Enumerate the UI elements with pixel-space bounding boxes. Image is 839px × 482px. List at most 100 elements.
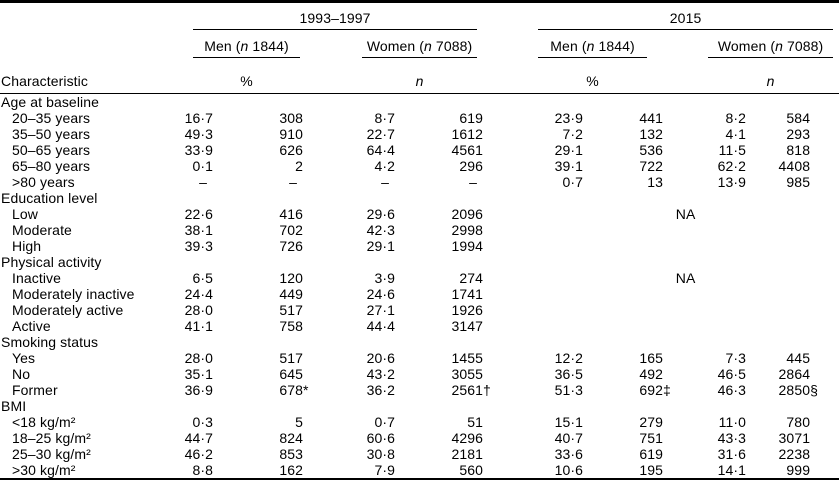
value-cell: 28·0: [184, 302, 213, 318]
value-cell: 4·2: [374, 158, 395, 174]
data-row: Yes 28·0 517 20·6 1455 12·2 165 7·3 445: [0, 350, 839, 366]
characteristic-cell: 20–35 years: [12, 110, 91, 126]
value-cell: 29·1: [366, 238, 395, 254]
value-cell: –: [289, 174, 297, 190]
data-row: Inactive 6·5 120 3·9 274 NA: [0, 270, 839, 286]
value-cell: 441: [639, 110, 664, 126]
characteristic-cell: No: [12, 366, 31, 382]
characteristic-cell: Moderate: [12, 222, 72, 238]
value-cell: 23·9: [554, 110, 584, 126]
value-cell: 33·6: [554, 446, 584, 462]
characteristic-cell: Former: [12, 382, 58, 398]
data-row: 20–35 years 16·7 308 8·7 619 23·9 441 8·2 584: [0, 110, 839, 126]
value-cell: 702: [279, 222, 303, 238]
value-cell: 818: [786, 142, 811, 158]
value-cell: 758: [279, 318, 303, 334]
value-cell: 2561†: [451, 382, 491, 398]
empty-2015-cell: [485, 318, 839, 334]
period-2015-header: 2015: [485, 2, 839, 30]
value-cell: –: [381, 174, 389, 190]
women-1993-header: Women (n 7088): [305, 30, 485, 58]
women-2015-label: Women (n 7088): [708, 38, 834, 58]
section-header: Education level: [1, 190, 98, 206]
value-cell: 46·3: [717, 382, 747, 398]
data-row: >80 years – – – – 0·7 13 13·9 985: [0, 174, 839, 190]
value-cell: 60·6: [366, 430, 395, 446]
value-cell: 27·1: [366, 302, 395, 318]
empty-2015-cell: [485, 222, 839, 238]
value-cell: 449: [279, 286, 303, 302]
value-cell: 692‡: [639, 382, 671, 398]
empty-2015-cell: [485, 238, 839, 254]
value-cell: 64·4: [366, 142, 395, 158]
value-cell: 51: [467, 414, 484, 430]
empty-2015-cell: [485, 286, 839, 302]
na-2015-cell: NA: [485, 270, 839, 286]
characteristic-cell: Low: [12, 206, 38, 222]
value-cell: 5: [295, 414, 303, 430]
characteristic-cell: Active: [12, 318, 51, 334]
value-cell: 22·7: [366, 126, 395, 142]
value-cell: 619: [639, 446, 664, 462]
value-cell: 308: [279, 110, 303, 126]
value-cell: 6·5: [192, 270, 213, 286]
value-cell: 8·7: [374, 110, 395, 126]
value-cell: 1994: [451, 238, 484, 254]
characteristic-cell: <18 kg/m²: [12, 414, 76, 430]
value-cell: 22·6: [184, 206, 213, 222]
value-cell: 999: [748, 462, 839, 480]
value-cell: 824: [279, 430, 303, 446]
value-cell: 39·3: [184, 238, 213, 254]
data-row: High 39·3 726 29·1 1994: [0, 238, 839, 254]
value-cell: 7·3: [725, 350, 747, 366]
value-cell: 517: [279, 350, 303, 366]
men-1993-header: Men (n 1844): [180, 30, 305, 58]
data-row: Moderate 38·1 702 42·3 2998: [0, 222, 839, 238]
men-2015-label: Men (n 1844): [538, 38, 648, 58]
women-1993-label: Women (n 7088): [362, 38, 478, 58]
section-header-row: Physical activity: [0, 254, 839, 270]
value-cell: 293: [786, 126, 811, 142]
value-cell: 4·1: [725, 126, 747, 142]
percent-1993-header: %: [180, 58, 305, 94]
value-cell: 1612: [451, 126, 484, 142]
value-cell: 62·2: [717, 158, 747, 174]
period-1993-1997-header: 1993–1997: [180, 2, 485, 30]
value-cell: 517: [279, 302, 303, 318]
value-cell: 16·7: [184, 110, 213, 126]
value-cell: 11·0: [718, 414, 747, 430]
value-cell: 0·3: [192, 414, 213, 430]
percent-2015-header: %: [485, 58, 666, 94]
value-cell: 11·5: [718, 142, 747, 158]
value-cell: 0·7: [374, 414, 395, 430]
value-cell: 39·1: [554, 158, 584, 174]
men-2015-header: Men (n 1844): [485, 30, 665, 58]
value-cell: –: [469, 174, 478, 190]
characteristic-cell: Yes: [12, 350, 36, 366]
characteristic-cell: >80 years: [12, 174, 75, 190]
value-cell: 2998: [451, 222, 484, 238]
value-cell: 24·4: [184, 286, 213, 302]
data-row: 18–25 kg/m² 44·7 824 60·6 4296 40·7 751 43·3 307…: [0, 430, 839, 446]
n-1993-header: n: [305, 58, 486, 94]
characteristic-cell: High: [12, 238, 42, 254]
value-cell: 296: [459, 158, 484, 174]
value-cell: 36·2: [366, 382, 395, 398]
section-header: BMI: [1, 398, 27, 414]
data-row: Active 41·1 758 44·4 3147: [0, 318, 839, 334]
section-header: Age at baseline: [1, 94, 100, 110]
value-cell: 41·1: [184, 318, 213, 334]
value-cell: 726: [279, 238, 303, 254]
section-header-row: Age at baseline: [0, 94, 839, 111]
value-cell: 7·9: [305, 462, 397, 480]
data-row: Moderately active 28·0 517 27·1 1926: [0, 302, 839, 318]
section-header: Physical activity: [1, 254, 102, 270]
period-header-row: 1993–1997 2015: [0, 2, 839, 30]
value-cell: 195: [585, 462, 666, 480]
data-row: No 35·1 645 43·2 3055 36·5 492 46·5 2864: [0, 366, 839, 382]
characteristic-cell: >30 kg/m²: [0, 462, 180, 480]
value-cell: 20·6: [366, 350, 395, 366]
na-2015-cell: NA: [485, 206, 839, 222]
value-cell: 31·6: [717, 446, 747, 462]
